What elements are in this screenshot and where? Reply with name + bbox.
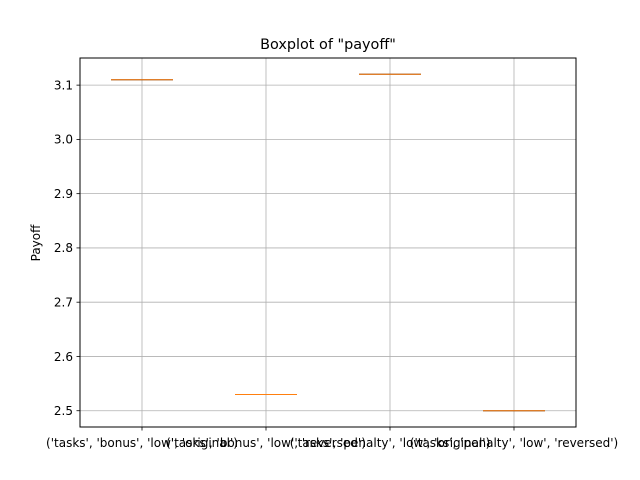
y-tick-label: 3.0: [54, 133, 73, 147]
x-tick-label: ('tasks', 'penalty', 'low', 'original'): [290, 436, 491, 450]
y-axis: 2.5 2.6 2.7 2.8 2.9 3.0 3.1: [54, 78, 80, 418]
y-tick-label: 2.6: [54, 350, 73, 364]
y-tick-label: 2.9: [54, 187, 73, 201]
y-tick-label: 2.7: [54, 295, 73, 309]
x-tick-label: ('tasks', 'bonus', 'low', 'reversed'): [166, 436, 366, 450]
box-series: [111, 73, 545, 412]
chart-title: Boxplot of "payoff": [260, 37, 396, 53]
x-axis: ('tasks', 'bonus', 'low', 'original')('t…: [46, 427, 618, 450]
plot-frame: [79, 57, 577, 428]
x-tick-label: ('tasks', 'penalty', 'low', 'reversed'): [410, 436, 618, 450]
y-axis-label: Payoff: [29, 224, 43, 261]
y-tick-label: 2.5: [54, 404, 73, 418]
x-tick-label: ('tasks', 'bonus', 'low', 'original'): [46, 436, 238, 450]
y-tick-label: 3.1: [54, 78, 73, 92]
y-tick-label: 2.8: [54, 241, 73, 255]
grid-lines: [80, 58, 576, 427]
